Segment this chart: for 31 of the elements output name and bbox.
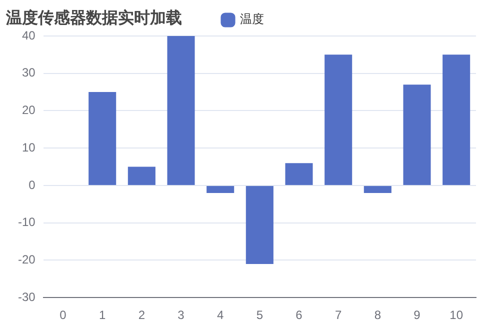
x-tick-label: 4 — [216, 308, 224, 322]
y-tick-label: 20 — [22, 103, 36, 118]
y-tick-label: 10 — [22, 140, 36, 154]
x-tick-label: 6 — [296, 308, 303, 322]
x-tick-label: 1 — [99, 308, 106, 322]
x-tick-label: 5 — [256, 308, 264, 322]
bar — [285, 163, 313, 185]
y-tick-label: -20 — [18, 252, 36, 267]
y-tick-label: -30 — [18, 290, 36, 304]
legend-label: 温度 — [240, 12, 264, 26]
bar — [88, 92, 116, 185]
bar — [364, 186, 392, 193]
bar — [246, 186, 274, 264]
bar — [442, 54, 470, 185]
bar — [206, 186, 234, 193]
bar — [403, 84, 431, 185]
chart-title: 温度传感器数据实时加载 — [6, 8, 182, 29]
x-tick-label: 7 — [334, 308, 342, 322]
x-tick-label: 9 — [414, 308, 421, 322]
x-tick-label: 2 — [138, 308, 146, 322]
x-tick-label: 0 — [60, 308, 67, 322]
y-tick-label: -10 — [18, 215, 36, 230]
x-tick-label: 10 — [450, 308, 464, 322]
y-tick-label: 40 — [22, 28, 36, 42]
y-tick-label: 30 — [22, 66, 36, 80]
x-tick-label: 3 — [178, 308, 185, 322]
x-tick-label: 8 — [374, 308, 382, 322]
bar — [324, 54, 352, 185]
y-tick-label: 0 — [28, 178, 36, 192]
bar — [128, 166, 156, 185]
bar — [167, 36, 195, 185]
